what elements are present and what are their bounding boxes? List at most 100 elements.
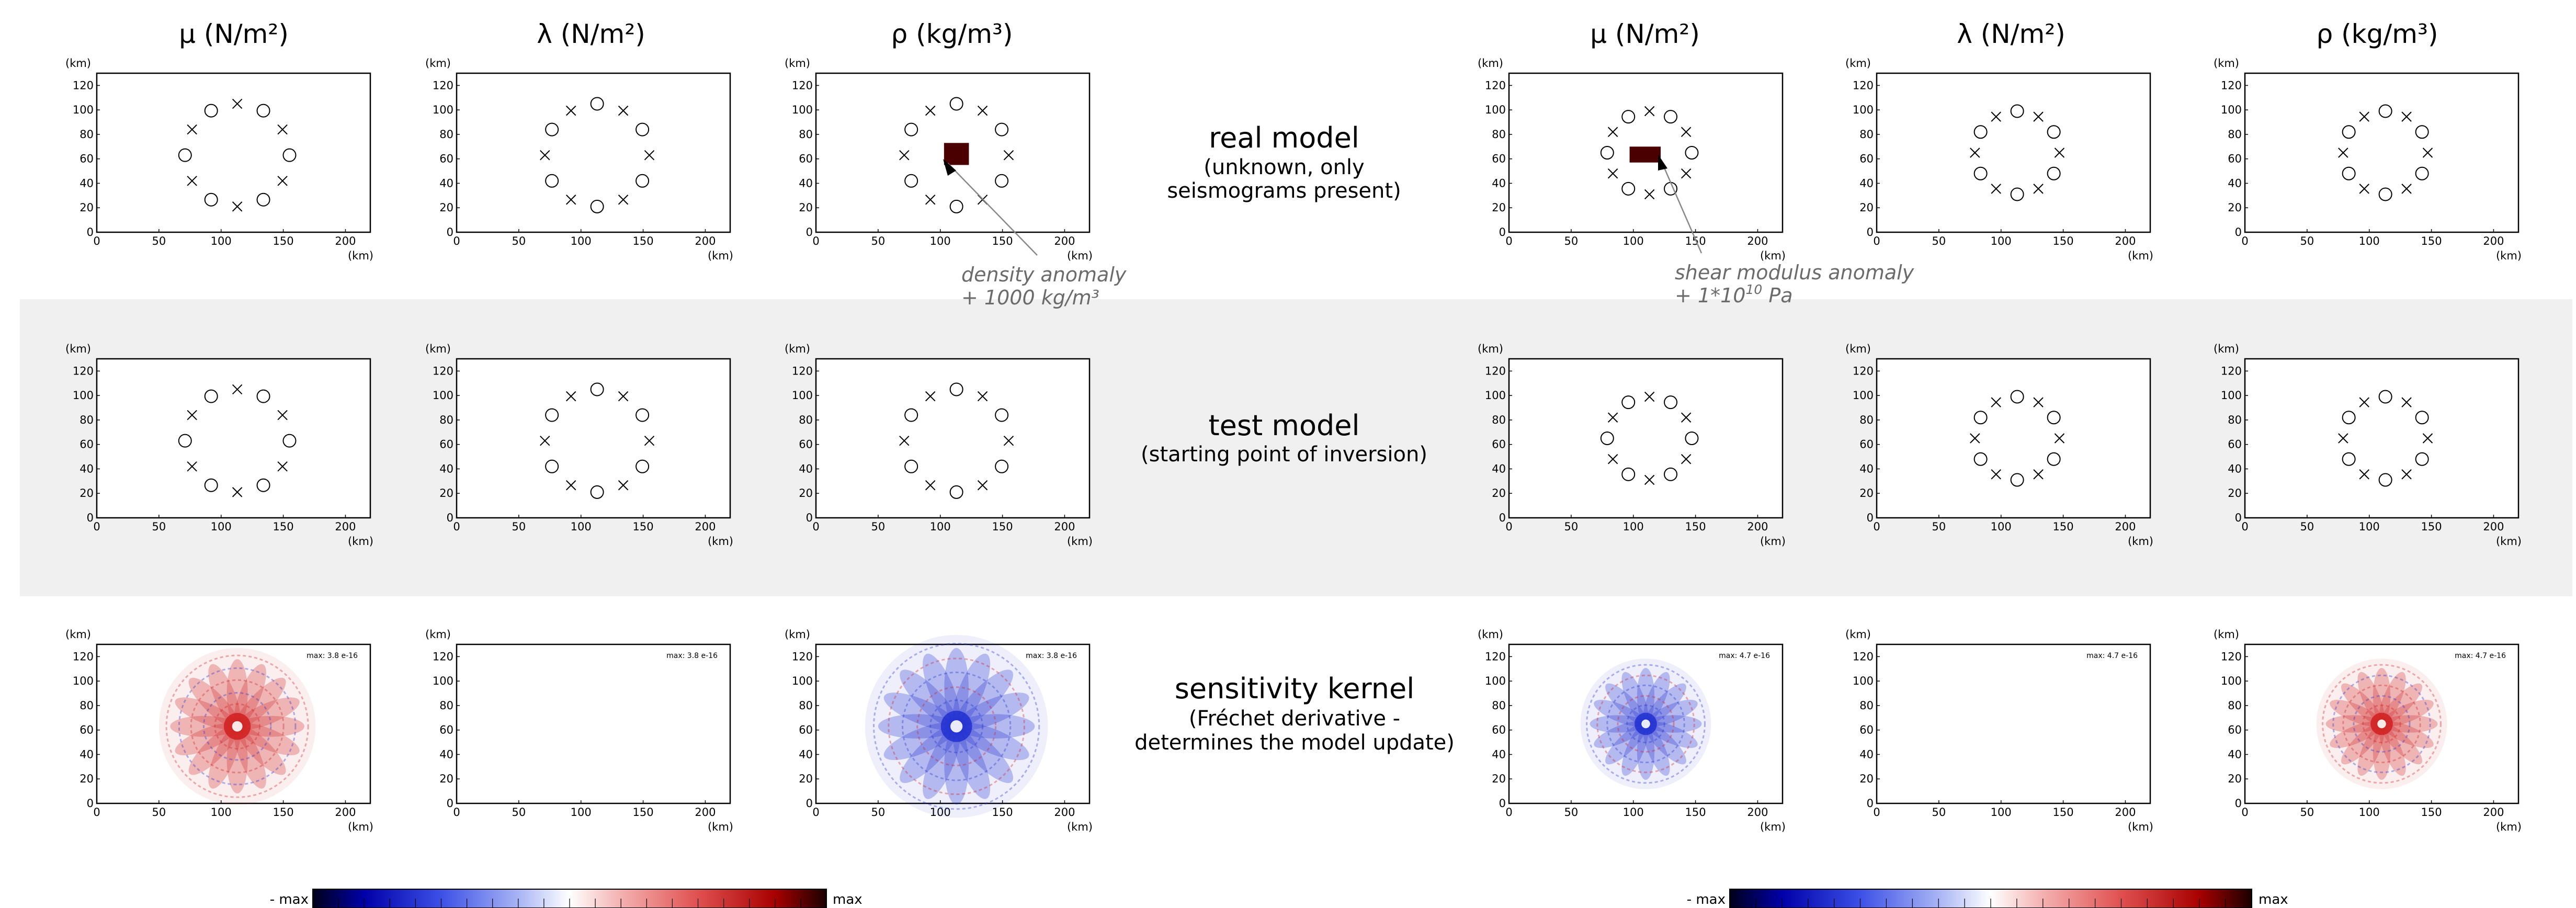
- x-tick-label: 100: [930, 806, 951, 819]
- x-tick-label: 100: [930, 235, 951, 247]
- plot-area: [456, 358, 731, 519]
- x-tick-label: 100: [211, 806, 232, 819]
- y-tick-label: 120: [433, 365, 453, 377]
- x-tick-label: 50: [1564, 806, 1578, 819]
- y-tick-label: 60: [80, 438, 94, 451]
- x-tick-label: 100: [1623, 235, 1644, 247]
- x-tick-label: 100: [1623, 520, 1644, 533]
- x-axis-unit-label: (km): [1760, 249, 1786, 262]
- source-cross: [1991, 111, 2001, 122]
- receiver-circle: [1973, 166, 1988, 180]
- plot-area: [96, 72, 371, 233]
- y-tick-label: 60: [799, 153, 813, 165]
- source-cross: [2401, 184, 2412, 194]
- source-cross: [187, 461, 197, 472]
- source-cross: [540, 150, 550, 161]
- y-tick-label: 0: [2235, 512, 2242, 524]
- source-cross: [2359, 469, 2369, 480]
- x-tick-label: 150: [2421, 235, 2442, 247]
- x-tick-label: 100: [2359, 806, 2380, 819]
- x-tick-label: 50: [512, 235, 526, 247]
- x-tick-label: 0: [2241, 520, 2248, 533]
- x-tick-label: 50: [2300, 806, 2314, 819]
- y-tick-label: 20: [80, 773, 94, 785]
- x-tick-label: 200: [2483, 806, 2504, 819]
- row-subtitle-kernel-1: (Fréchet derivative -: [1189, 707, 1400, 731]
- y-tick-label: 20: [2228, 487, 2242, 500]
- density-anomaly-arrow-line: [947, 163, 1038, 256]
- source-cross: [1607, 454, 1618, 464]
- receiver-circle: [2378, 473, 2392, 487]
- x-tick-label: 150: [633, 520, 654, 533]
- x-axis-unit-label: (km): [2496, 821, 2522, 833]
- x-tick-label: 0: [1505, 520, 1512, 533]
- row-subtitle-kernel-2: determines the model update): [1134, 731, 1455, 755]
- source-cross: [187, 124, 197, 135]
- kernel-petal: [234, 664, 266, 727]
- density-anomaly-label-2: + 1000 kg/m³: [961, 286, 1099, 309]
- y-tick-label: 40: [799, 462, 813, 475]
- kernel-petal: [1605, 683, 1647, 725]
- receiver-circle: [204, 192, 218, 207]
- x-tick-label: 100: [571, 520, 592, 533]
- header-rho-left: ρ (kg/m³): [891, 19, 1013, 49]
- receiver-circle: [1973, 411, 1988, 425]
- x-axis-unit-label: (km): [2128, 249, 2153, 262]
- kernel-ring: [165, 654, 309, 798]
- panel-right-r0-c0: 0 50 100 150 200 0 20 40 60 80 100 120 (km) (km): [1478, 57, 1786, 262]
- source-cross: [2401, 469, 2412, 480]
- x-tick-label: 0: [453, 806, 460, 819]
- y-tick-label: 0: [1867, 226, 1874, 239]
- plot-area: [2244, 358, 2520, 519]
- y-tick-label: 0: [447, 512, 453, 524]
- kernel-petal: [236, 677, 286, 728]
- source-cross: [2338, 147, 2348, 158]
- source-cross: [1970, 147, 1980, 158]
- x-tick-label: 150: [273, 806, 294, 819]
- source-cross: [1970, 433, 1980, 444]
- y-tick-label: 60: [439, 153, 453, 165]
- x-tick-label: 50: [512, 520, 526, 533]
- y-tick-label: 80: [80, 699, 94, 712]
- x-tick-label: 100: [211, 235, 232, 247]
- x-tick-label: 150: [2421, 520, 2442, 533]
- x-tick-label: 200: [2115, 235, 2136, 247]
- receiver-circle: [282, 434, 297, 448]
- row-subtitle-test-model-1: (starting point of inversion): [1141, 442, 1427, 467]
- y-tick-label: 40: [1859, 177, 1874, 189]
- source-cross: [566, 195, 576, 205]
- kernel-ring: [1606, 684, 1685, 764]
- receiver-circle: [178, 148, 192, 162]
- source-cross: [925, 391, 936, 402]
- kernel-petal: [188, 677, 239, 728]
- x-axis-unit-label: (km): [2496, 249, 2522, 262]
- y-tick-label: 40: [80, 177, 94, 189]
- kernel-petal: [175, 697, 238, 730]
- y-tick-label: 0: [2235, 797, 2242, 810]
- x-tick-label: 150: [2053, 806, 2074, 819]
- header-mu-left: μ (N/m²): [179, 19, 289, 49]
- y-tick-label: 80: [1859, 414, 1874, 426]
- source-cross: [2033, 469, 2044, 480]
- header-lambda-right: λ (N/m²): [1957, 19, 2066, 49]
- y-tick-label: 40: [799, 748, 813, 761]
- y-tick-label: 100: [433, 104, 453, 116]
- source-cross: [1991, 397, 2001, 407]
- y-tick-label: 80: [799, 699, 813, 712]
- y-tick-label: 0: [1867, 797, 1874, 810]
- y-tick-label: 0: [806, 226, 813, 239]
- x-tick-label: 100: [1623, 806, 1644, 819]
- y-axis-unit-label: (km): [1845, 343, 1871, 355]
- x-axis-unit-label: (km): [708, 249, 733, 262]
- x-tick-label: 200: [1054, 806, 1075, 819]
- receiver-circle: [636, 122, 650, 137]
- y-tick-label: 20: [1492, 201, 1506, 214]
- kernel-petal: [1621, 723, 1649, 776]
- kernel-petal: [236, 725, 286, 775]
- kernel-petal: [1637, 668, 1655, 724]
- y-tick-label: 60: [2228, 438, 2242, 451]
- x-tick-label: 100: [1991, 806, 2012, 819]
- shear-anomaly-label-2-exp: 10: [1745, 282, 1762, 297]
- x-axis-unit-label: (km): [2128, 821, 2153, 833]
